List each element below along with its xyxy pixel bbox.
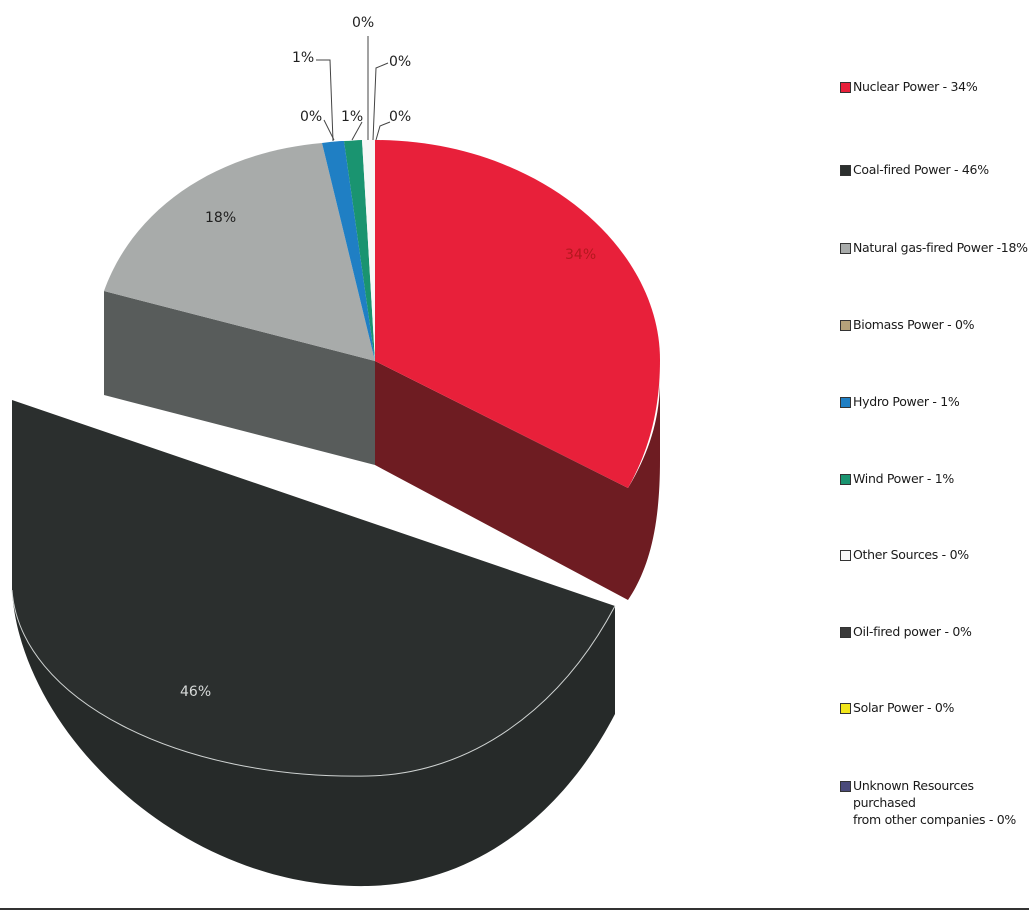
legend-label: Natural gas-fired Power -18%	[853, 240, 1028, 255]
data-labels: 34% 46% 18% 0% 1% 1% 0% 0% 0%	[180, 15, 596, 700]
leader-line-hydro	[316, 59, 334, 142]
legend-label: Coal-fired Power - 46%	[853, 162, 989, 177]
legend-item-hydro: Hydro Power - 1%	[840, 393, 960, 410]
bottom-border	[0, 908, 1029, 910]
legend-swatch	[840, 243, 851, 254]
nuclear-side	[375, 361, 660, 600]
legend-swatch	[840, 397, 851, 408]
legend-item-oil: Oil-fired power - 0%	[840, 623, 972, 640]
legend-label: Oil-fired power - 0%	[853, 624, 972, 639]
natural-gas-side	[104, 291, 375, 465]
slice-natural-gas	[104, 143, 375, 361]
slice-hydro	[322, 141, 375, 361]
legend-item-unknown: Unknown Resources purchased from other c…	[840, 777, 1029, 828]
slice-wind	[344, 140, 375, 361]
legend-label: Unknown Resources purchased from other c…	[853, 778, 1017, 827]
data-label-wind: 1%	[341, 109, 363, 125]
legend-item-solar: Solar Power - 0%	[840, 699, 954, 716]
legend-swatch	[840, 320, 851, 331]
leader-lines	[316, 36, 391, 142]
pie-top	[11, 140, 660, 777]
legend-swatch	[840, 627, 851, 638]
leader-line-unknown	[375, 121, 391, 141]
leader-line-biomass	[323, 119, 335, 141]
legend-label: Solar Power - 0%	[853, 700, 955, 715]
data-label-coal: 46%	[180, 684, 211, 700]
legend-item-other: Other Sources - 0%	[840, 546, 969, 563]
pie-depth	[12, 291, 660, 887]
data-label-natural-gas: 18%	[205, 210, 236, 226]
data-label-hydro: 1%	[292, 50, 314, 66]
coal-rim-highlight	[11, 589, 616, 777]
slice-coal	[12, 400, 615, 777]
legend-swatch	[840, 781, 851, 792]
leader-line-solar	[372, 62, 389, 141]
slice-nuclear	[375, 140, 660, 488]
legend-swatch	[840, 474, 851, 485]
slice-other	[362, 140, 375, 361]
data-label-solar: 0%	[389, 109, 411, 125]
leader-line-wind	[351, 121, 363, 141]
legend-swatch	[840, 165, 851, 176]
legend-label: Nuclear Power - 34%	[853, 79, 978, 94]
legend-swatch	[840, 82, 851, 93]
legend-swatch	[840, 550, 851, 561]
legend-swatch	[840, 703, 851, 714]
legend-item-biomass: Biomass Power - 0%	[840, 316, 975, 333]
data-label-biomass: 0%	[300, 109, 322, 125]
data-label-nuclear: 34%	[565, 247, 596, 263]
data-label-other: 0%	[352, 15, 374, 31]
legend-label: Wind Power - 1%	[853, 471, 954, 486]
legend-item-natural-gas: Natural gas-fired Power -18%	[840, 239, 1028, 256]
legend-item-wind: Wind Power - 1%	[840, 470, 954, 487]
coal-side	[12, 590, 615, 887]
legend-item-nuclear: Nuclear Power - 34%	[840, 78, 978, 95]
legend-label: Biomass Power - 0%	[853, 317, 975, 332]
data-label-oil: 0%	[389, 54, 411, 70]
legend-label: Other Sources - 0%	[853, 547, 969, 562]
legend-label: Hydro Power - 1%	[853, 394, 960, 409]
legend-item-coal: Coal-fired Power - 46%	[840, 161, 989, 178]
